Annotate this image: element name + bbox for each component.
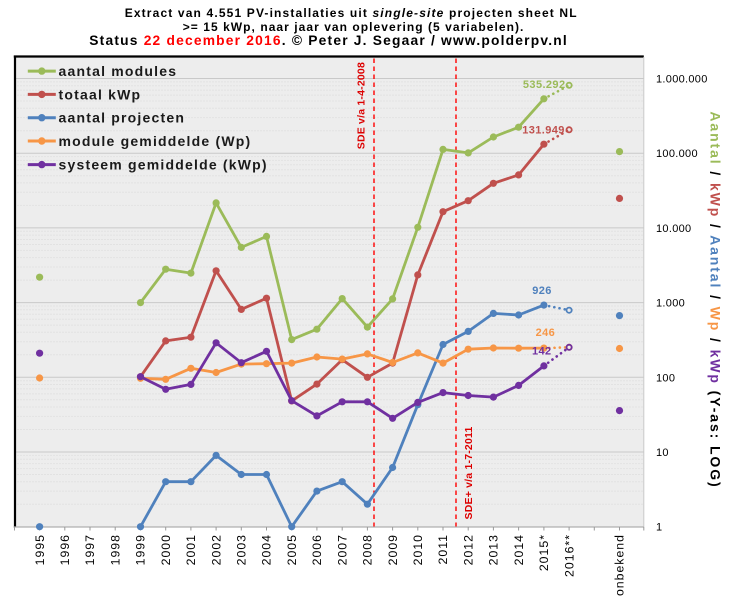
svg-text:2003: 2003 bbox=[235, 534, 249, 565]
svg-text:module gemiddelde (Wp): module gemiddelde (Wp) bbox=[59, 133, 252, 149]
svg-text:SDE+ v/a 1-7-2011: SDE+ v/a 1-7-2011 bbox=[463, 426, 475, 519]
svg-text:SDE v/a 1-4-2008: SDE v/a 1-4-2008 bbox=[356, 62, 368, 149]
svg-text:1995: 1995 bbox=[33, 534, 47, 565]
svg-text:926: 926 bbox=[532, 285, 552, 297]
svg-text:2004: 2004 bbox=[260, 534, 274, 565]
svg-text:2011: 2011 bbox=[436, 534, 450, 564]
svg-text:Aantal / kWp / Aantal / Wp / k: Aantal / kWp / Aantal / Wp / kWp (Y-as: … bbox=[708, 111, 724, 488]
svg-text:2005: 2005 bbox=[285, 534, 299, 565]
svg-text:246: 246 bbox=[536, 327, 556, 339]
svg-text:535.292: 535.292 bbox=[523, 79, 566, 91]
svg-text:2008: 2008 bbox=[361, 534, 375, 565]
svg-text:2010: 2010 bbox=[411, 534, 425, 565]
svg-text:1.000.000: 1.000.000 bbox=[656, 74, 708, 86]
svg-text:Status 22 december 2016. © Pet: Status 22 december 2016. © Peter J. Sega… bbox=[89, 33, 568, 48]
svg-text:10.000: 10.000 bbox=[656, 223, 691, 235]
svg-text:>= 15 kWp, naar jaar van oplev: >= 15 kWp, naar jaar van oplevering (5 v… bbox=[183, 20, 525, 34]
svg-text:2014: 2014 bbox=[512, 534, 526, 565]
svg-text:1998: 1998 bbox=[108, 534, 122, 565]
svg-text:2000: 2000 bbox=[159, 534, 173, 565]
svg-text:2016**: 2016** bbox=[562, 534, 576, 577]
svg-text:aantal projecten: aantal projecten bbox=[59, 110, 186, 126]
svg-text:100: 100 bbox=[656, 372, 675, 384]
svg-text:aantal modules: aantal modules bbox=[59, 63, 178, 79]
svg-text:1997: 1997 bbox=[83, 534, 97, 565]
svg-text:2013: 2013 bbox=[487, 534, 501, 565]
svg-text:1.000: 1.000 bbox=[656, 298, 685, 310]
svg-text:1999: 1999 bbox=[134, 534, 148, 565]
svg-text:onbekend: onbekend bbox=[613, 534, 627, 596]
svg-text:100.000: 100.000 bbox=[656, 148, 698, 160]
svg-text:Extract van 4.551 PV-installat: Extract van 4.551 PV-installaties uit si… bbox=[125, 6, 578, 20]
svg-text:2001: 2001 bbox=[184, 534, 198, 565]
svg-text:1: 1 bbox=[656, 522, 662, 534]
svg-text:2015*: 2015* bbox=[537, 534, 551, 571]
svg-text:2002: 2002 bbox=[209, 534, 223, 565]
svg-text:1996: 1996 bbox=[58, 534, 72, 565]
svg-text:10: 10 bbox=[656, 447, 669, 459]
svg-text:131.949: 131.949 bbox=[522, 125, 565, 137]
svg-text:2006: 2006 bbox=[310, 534, 324, 565]
svg-text:2012: 2012 bbox=[461, 534, 475, 565]
svg-text:2009: 2009 bbox=[386, 534, 400, 565]
svg-text:2007: 2007 bbox=[335, 534, 349, 565]
svg-text:systeem gemiddelde (kWp): systeem gemiddelde (kWp) bbox=[59, 157, 268, 173]
svg-text:142: 142 bbox=[532, 345, 552, 357]
svg-text:totaal kWp: totaal kWp bbox=[59, 86, 142, 102]
